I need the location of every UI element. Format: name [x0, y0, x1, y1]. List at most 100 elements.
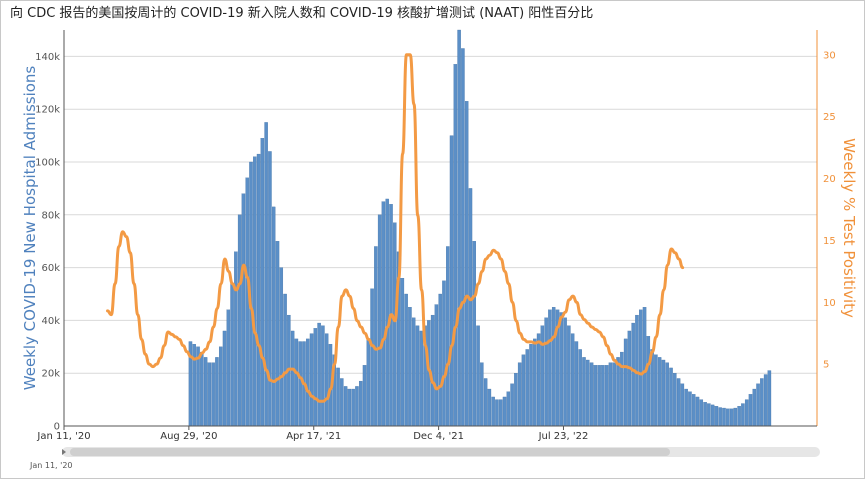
bar: [729, 408, 734, 427]
bar: [476, 325, 480, 427]
bar: [279, 267, 284, 427]
bar: [377, 214, 382, 427]
axis-layer: 0 20k 40k 60k 80k 100k 120k 140k 5 10 15 20 25 30 Jan …: [21, 30, 858, 442]
bar: [748, 394, 753, 427]
y2-tick-label: 15: [823, 236, 836, 247]
bar: [324, 333, 329, 427]
bar: [593, 365, 598, 427]
y2-tick-label: 30: [823, 50, 836, 61]
bar: [211, 362, 215, 427]
bar: [253, 156, 257, 427]
bar: [521, 354, 526, 427]
bar: [495, 399, 499, 427]
bar: [241, 193, 246, 427]
bar: [627, 330, 632, 427]
bar: [695, 396, 700, 427]
line-series: [106, 53, 685, 403]
bar: [744, 399, 749, 427]
bar: [215, 357, 219, 427]
bar: [230, 283, 234, 427]
y-tick-label: 40k: [41, 316, 60, 327]
bar: [449, 135, 454, 427]
bar: [733, 407, 738, 427]
bar: [676, 378, 681, 427]
bar: [374, 246, 378, 427]
bar: [453, 64, 458, 427]
bar: [309, 333, 314, 427]
bar: [661, 359, 666, 427]
x-tick-label: Dec 4, '21: [413, 431, 464, 442]
bar: [457, 29, 461, 427]
bar: [336, 367, 340, 427]
bar: [298, 341, 302, 427]
bar: [362, 365, 367, 427]
x-tick-label: Apr 17, '21: [286, 431, 341, 442]
bar: [536, 333, 541, 427]
y2-tick-label: 5: [823, 360, 829, 371]
bar: [589, 362, 594, 427]
bar: [582, 357, 586, 427]
bar: [525, 349, 529, 427]
navigator-selection[interactable]: [70, 448, 670, 456]
bar: [639, 309, 643, 427]
y2-tick-label: 25: [823, 112, 836, 123]
x-tick-label: Jul 23, '22: [538, 431, 589, 442]
y-axis-title: Weekly COVID-19 New Hospital Admissions: [21, 66, 39, 391]
bar: [665, 362, 669, 427]
bar: [737, 406, 741, 427]
chart-title: 向 CDC 报告的美国按周计的 COVID-19 新入院人数和 COVID-19…: [10, 6, 594, 21]
bar: [408, 307, 412, 427]
bar: [544, 317, 548, 427]
y2-tick-label: 10: [823, 298, 836, 309]
bar: [514, 373, 518, 427]
bar: [415, 325, 420, 427]
bar: [703, 402, 707, 427]
bar: [631, 322, 635, 427]
bar: [294, 338, 299, 427]
bar: [517, 362, 522, 427]
bar: [763, 374, 768, 427]
x-tick-label: Jan 11, '20: [36, 431, 90, 442]
navigator[interactable]: Jan 11, '20: [29, 447, 820, 470]
y-tick-label: 60k: [41, 263, 60, 274]
y-tick-label: 20k: [41, 369, 60, 380]
navigator-left-handle-icon[interactable]: [62, 449, 66, 455]
y-tick-label: 80k: [41, 210, 60, 221]
bar: [472, 241, 476, 427]
bar: [726, 408, 730, 427]
bar: [347, 388, 352, 427]
bar: [563, 317, 567, 427]
bar: [317, 322, 321, 427]
bar: [366, 338, 371, 427]
bar: [430, 314, 435, 427]
bar: [567, 325, 571, 427]
bar: [393, 222, 397, 427]
bar: [237, 214, 242, 427]
bar: [370, 288, 374, 427]
navigator-start-label: Jan 11, '20: [29, 461, 73, 470]
bar: [616, 357, 620, 427]
bar: [275, 241, 280, 427]
bar: [623, 338, 628, 427]
bar: [283, 293, 287, 427]
bar: [673, 373, 677, 427]
bar: [446, 246, 450, 427]
bar: [760, 378, 764, 427]
bar: [464, 101, 469, 427]
bar: [586, 359, 590, 427]
bar: [604, 365, 609, 427]
bar: [207, 362, 212, 427]
bar: [657, 357, 662, 427]
bar: [601, 365, 605, 427]
y2-tick-label: 20: [823, 174, 836, 185]
x-tick-label: Aug 29, '20: [160, 431, 217, 442]
bar: [468, 188, 473, 427]
y2-axis-title: Weekly % Test Positivity: [840, 138, 858, 318]
bar: [419, 330, 424, 427]
bar: [343, 386, 348, 427]
bar: [533, 338, 537, 427]
bar: [707, 403, 711, 427]
bar: [234, 251, 238, 427]
bar: [578, 349, 582, 427]
